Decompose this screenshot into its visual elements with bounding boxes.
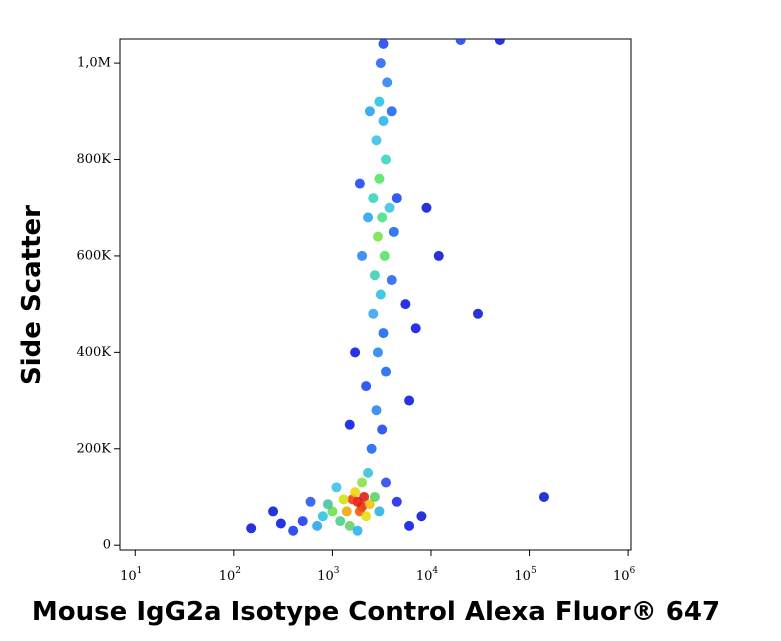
point: [361, 511, 372, 522]
point: [327, 506, 338, 517]
x-tick-label: 106: [613, 566, 636, 584]
x-tick-base: 10: [416, 569, 433, 584]
point: [372, 231, 383, 242]
point: [350, 347, 361, 358]
point: [372, 347, 383, 358]
point: [322, 499, 333, 510]
x-tick-exponent: 2: [235, 566, 241, 576]
point: [275, 518, 286, 529]
point: [246, 523, 257, 534]
point: [369, 491, 380, 502]
x-tick-base: 10: [219, 569, 236, 584]
x-tick-exponent: 6: [630, 566, 636, 576]
x-tick-label: 102: [219, 566, 241, 584]
x-tick-base: 10: [514, 569, 531, 584]
point: [338, 494, 349, 505]
point: [357, 250, 368, 261]
point: [363, 467, 374, 478]
point: [455, 39, 466, 45]
point: [410, 323, 421, 334]
point: [312, 520, 323, 531]
points: [246, 39, 549, 536]
point: [364, 106, 375, 117]
y-tick-label: 600K: [76, 248, 111, 263]
point: [381, 366, 392, 377]
point: [354, 178, 365, 189]
point: [357, 477, 368, 488]
point: [400, 299, 411, 310]
point: [369, 270, 380, 281]
x-tick-base: 10: [120, 569, 137, 584]
x-tick-exponent: 4: [432, 566, 438, 576]
x-tick-exponent: 3: [334, 566, 340, 576]
x-tick-exponent: 1: [137, 566, 143, 576]
point: [350, 487, 361, 498]
point: [377, 212, 388, 223]
point: [378, 328, 389, 339]
point: [374, 96, 385, 107]
x-axis-label: Mouse IgG2a Isotype Control Alexa Fluor®…: [32, 597, 720, 627]
point: [494, 39, 505, 45]
point: [335, 516, 346, 527]
point: [384, 202, 395, 213]
point: [416, 511, 427, 522]
point: [305, 496, 316, 507]
point: [352, 525, 363, 536]
y-tick-label: 800K: [76, 152, 111, 167]
point: [268, 506, 279, 517]
point: [381, 154, 392, 165]
point: [361, 381, 372, 392]
point: [371, 405, 382, 416]
x-tick-label: 103: [317, 566, 340, 584]
point: [364, 499, 375, 510]
plot-frame: [119, 38, 632, 551]
point: [374, 506, 385, 517]
point: [388, 226, 399, 237]
point: [404, 520, 415, 531]
y-axis-label: Side Scatter: [17, 205, 47, 385]
y-tick-label: 1,0M: [77, 56, 111, 71]
point: [317, 511, 328, 522]
point: [391, 193, 402, 204]
x-tick-base: 10: [613, 569, 630, 584]
y-tick-label: 400K: [76, 345, 111, 360]
point: [381, 477, 392, 488]
point: [382, 77, 393, 88]
point: [374, 173, 385, 184]
point: [368, 308, 379, 319]
point: [344, 520, 355, 531]
x-tick-label: 101: [120, 566, 142, 584]
point: [378, 115, 389, 126]
point: [375, 289, 386, 300]
x-tick-exponent: 5: [531, 566, 537, 576]
point: [386, 106, 397, 117]
y-tick-label: 0: [103, 538, 111, 553]
point: [538, 491, 549, 502]
y-tick-label: 200K: [76, 441, 111, 456]
point: [288, 525, 299, 536]
x-tick-base: 10: [317, 569, 334, 584]
point: [379, 250, 390, 261]
point: [359, 491, 370, 502]
point: [375, 58, 386, 69]
x-tick-label: 104: [416, 566, 439, 584]
point: [366, 443, 377, 454]
point: [363, 212, 374, 223]
point: [344, 419, 355, 430]
point: [331, 482, 342, 493]
point: [421, 202, 432, 213]
x-tick-label: 105: [514, 566, 537, 584]
point: [368, 193, 379, 204]
point: [371, 135, 382, 146]
point: [378, 39, 389, 49]
point: [404, 395, 415, 406]
point: [386, 275, 397, 286]
point: [377, 424, 388, 435]
point: [433, 250, 444, 261]
point: [341, 506, 352, 517]
point: [472, 308, 483, 319]
point: [297, 516, 308, 527]
point: [391, 496, 402, 507]
